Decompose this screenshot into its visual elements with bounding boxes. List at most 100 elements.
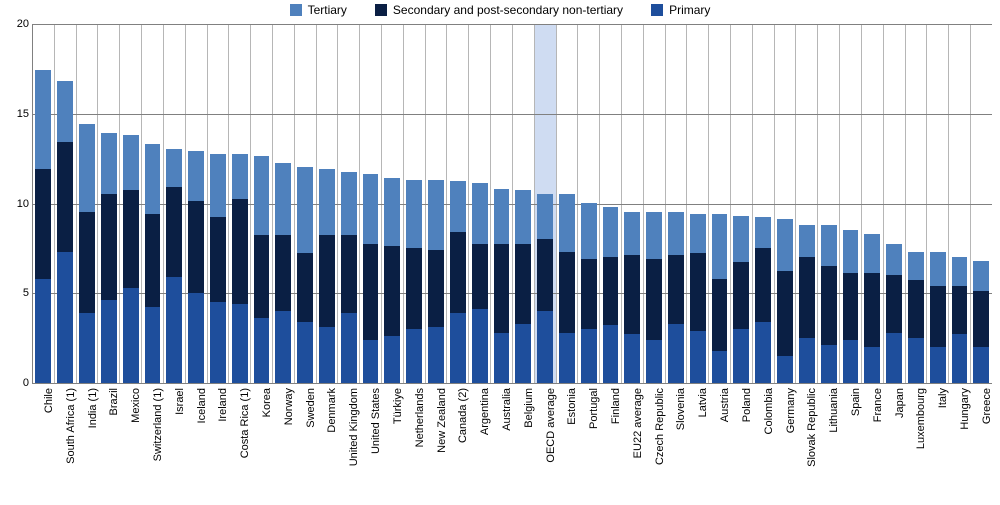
bar-segment-secondary bbox=[559, 252, 575, 333]
bar-segment-secondary bbox=[210, 217, 226, 302]
bar-segment-primary bbox=[297, 322, 313, 383]
bar-segment-tertiary bbox=[755, 217, 771, 248]
bar-segment-secondary bbox=[166, 187, 182, 277]
x-label: Greece bbox=[981, 388, 993, 424]
bar-segment-primary bbox=[145, 307, 161, 383]
bar-segment-tertiary bbox=[472, 183, 488, 244]
bar-stack bbox=[35, 70, 51, 383]
bar-stack bbox=[843, 230, 859, 383]
x-label-slot: Spain bbox=[839, 384, 861, 504]
bar-stack bbox=[559, 194, 575, 383]
bar-segment-tertiary bbox=[297, 167, 313, 253]
y-tick-label: 10 bbox=[5, 198, 29, 210]
bar-segment-secondary bbox=[624, 255, 640, 334]
x-label-slot: Latvia bbox=[686, 384, 708, 504]
bar-segment-primary bbox=[210, 302, 226, 383]
legend-label: Tertiary bbox=[308, 3, 347, 17]
bar-segment-primary bbox=[35, 279, 51, 383]
x-label-slot: Greece bbox=[970, 384, 992, 504]
x-label-slot: South Africa (1) bbox=[54, 384, 76, 504]
bar-segment-tertiary bbox=[384, 178, 400, 246]
bar-segment-secondary bbox=[101, 194, 117, 300]
x-label-slot: Czech Republic bbox=[643, 384, 665, 504]
x-label-slot: India (1) bbox=[76, 384, 98, 504]
x-label-slot: Estonia bbox=[556, 384, 578, 504]
x-label-slot: Colombia bbox=[752, 384, 774, 504]
bar-stack bbox=[472, 183, 488, 383]
bar-stack bbox=[886, 244, 902, 383]
x-label-slot: Slovenia bbox=[665, 384, 687, 504]
bar-segment-primary bbox=[581, 329, 597, 383]
bar-stack bbox=[428, 180, 444, 383]
x-label-slot: Chile bbox=[32, 384, 54, 504]
bar-segment-tertiary bbox=[624, 212, 640, 255]
stacked-bar-chart: TertiarySecondary and post-secondary non… bbox=[0, 0, 1000, 505]
bar-segment-secondary bbox=[319, 235, 335, 327]
bar-segment-primary bbox=[952, 334, 968, 383]
bar-stack bbox=[210, 154, 226, 383]
x-label-slot: Italy bbox=[926, 384, 948, 504]
bar-segment-primary bbox=[864, 347, 880, 383]
bar-stack bbox=[79, 124, 95, 383]
bar-segment-secondary bbox=[57, 142, 73, 252]
x-label-slot: Switzerland (1) bbox=[141, 384, 163, 504]
y-tick-label: 0 bbox=[5, 377, 29, 389]
bar-segment-secondary bbox=[886, 275, 902, 333]
bar-segment-secondary bbox=[581, 259, 597, 329]
bar-stack bbox=[624, 212, 640, 383]
bar-segment-tertiary bbox=[188, 151, 204, 201]
bar-segment-tertiary bbox=[930, 252, 946, 286]
bar-segment-tertiary bbox=[145, 144, 161, 214]
bar-segment-secondary bbox=[384, 246, 400, 336]
x-label-slot: Türkiye bbox=[381, 384, 403, 504]
bar-segment-secondary bbox=[254, 235, 270, 318]
bar-segment-secondary bbox=[35, 169, 51, 279]
bar-segment-tertiary bbox=[275, 163, 291, 235]
bar-stack bbox=[952, 257, 968, 383]
x-label-slot: United States bbox=[359, 384, 381, 504]
bar-segment-primary bbox=[319, 327, 335, 383]
x-label-slot: Poland bbox=[730, 384, 752, 504]
x-label-slot: Belgium bbox=[512, 384, 534, 504]
bar-segment-tertiary bbox=[123, 135, 139, 191]
bar-segment-primary bbox=[515, 324, 531, 383]
bar-segment-tertiary bbox=[101, 133, 117, 194]
x-label-slot: EU22 average bbox=[621, 384, 643, 504]
x-label-slot: Israel bbox=[163, 384, 185, 504]
bar-segment-primary bbox=[472, 309, 488, 383]
legend-swatch bbox=[375, 4, 387, 16]
bar-segment-tertiary bbox=[733, 216, 749, 263]
bar-stack bbox=[690, 214, 706, 383]
bar-segment-primary bbox=[123, 288, 139, 383]
bar-segment-tertiary bbox=[406, 180, 422, 248]
x-label-slot: Korea bbox=[250, 384, 272, 504]
bar-segment-secondary bbox=[908, 280, 924, 338]
bar-stack bbox=[384, 178, 400, 383]
bar-segment-primary bbox=[973, 347, 989, 383]
y-tick-label: 5 bbox=[5, 287, 29, 299]
bar-segment-primary bbox=[646, 340, 662, 383]
bar-segment-primary bbox=[843, 340, 859, 383]
bar-segment-secondary bbox=[646, 259, 662, 340]
bar-stack bbox=[864, 234, 880, 383]
x-label-slot: Australia bbox=[490, 384, 512, 504]
bar-segment-secondary bbox=[603, 257, 619, 325]
bar-segment-tertiary bbox=[319, 169, 335, 236]
bar-segment-tertiary bbox=[166, 149, 182, 187]
bar-stack bbox=[733, 216, 749, 383]
x-label-slot: Denmark bbox=[316, 384, 338, 504]
x-label-slot: Slovak Republic bbox=[795, 384, 817, 504]
bar-segment-secondary bbox=[690, 253, 706, 330]
legend: TertiarySecondary and post-secondary non… bbox=[0, 0, 1000, 20]
bar-segment-secondary bbox=[188, 201, 204, 293]
bar-segment-primary bbox=[886, 333, 902, 383]
bar-segment-tertiary bbox=[668, 212, 684, 255]
bar-stack bbox=[101, 133, 117, 383]
bar-stack bbox=[799, 225, 815, 383]
bar-segment-secondary bbox=[843, 273, 859, 340]
bar-segment-tertiary bbox=[363, 174, 379, 244]
bar-segment-tertiary bbox=[428, 180, 444, 250]
y-tick-label: 15 bbox=[5, 108, 29, 120]
bar-segment-secondary bbox=[930, 286, 946, 347]
x-label-slot: OECD average bbox=[534, 384, 556, 504]
